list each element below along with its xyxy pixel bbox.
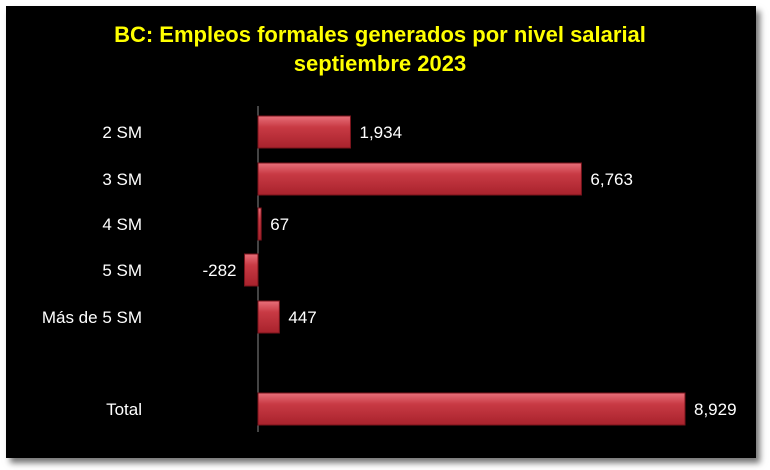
chart-subtitle: septiembre 2023 [293,51,467,76]
category-label: Total [106,400,142,419]
bar [244,253,259,287]
data-label: 6,763 [590,170,633,189]
data-label: 8,929 [694,400,737,419]
data-label: 1,934 [359,123,402,142]
category-label: Más de 5 SM [42,308,142,327]
bar [257,207,262,241]
chart-title-block: BC: Empleos formales generados por nivel… [0,20,760,78]
data-label: 67 [270,215,289,234]
chart-panel [6,6,756,458]
bar [257,392,686,426]
data-label: 447 [288,308,316,327]
category-label: 4 SM [102,215,142,234]
bar [257,115,351,149]
bar [257,162,582,196]
bar [257,300,280,334]
category-label: 3 SM [102,170,142,189]
category-label: 5 SM [102,261,142,280]
data-label: -282 [202,261,236,280]
chart-title: BC: Empleos formales generados por nivel… [114,22,646,47]
category-label: 2 SM [102,123,142,142]
